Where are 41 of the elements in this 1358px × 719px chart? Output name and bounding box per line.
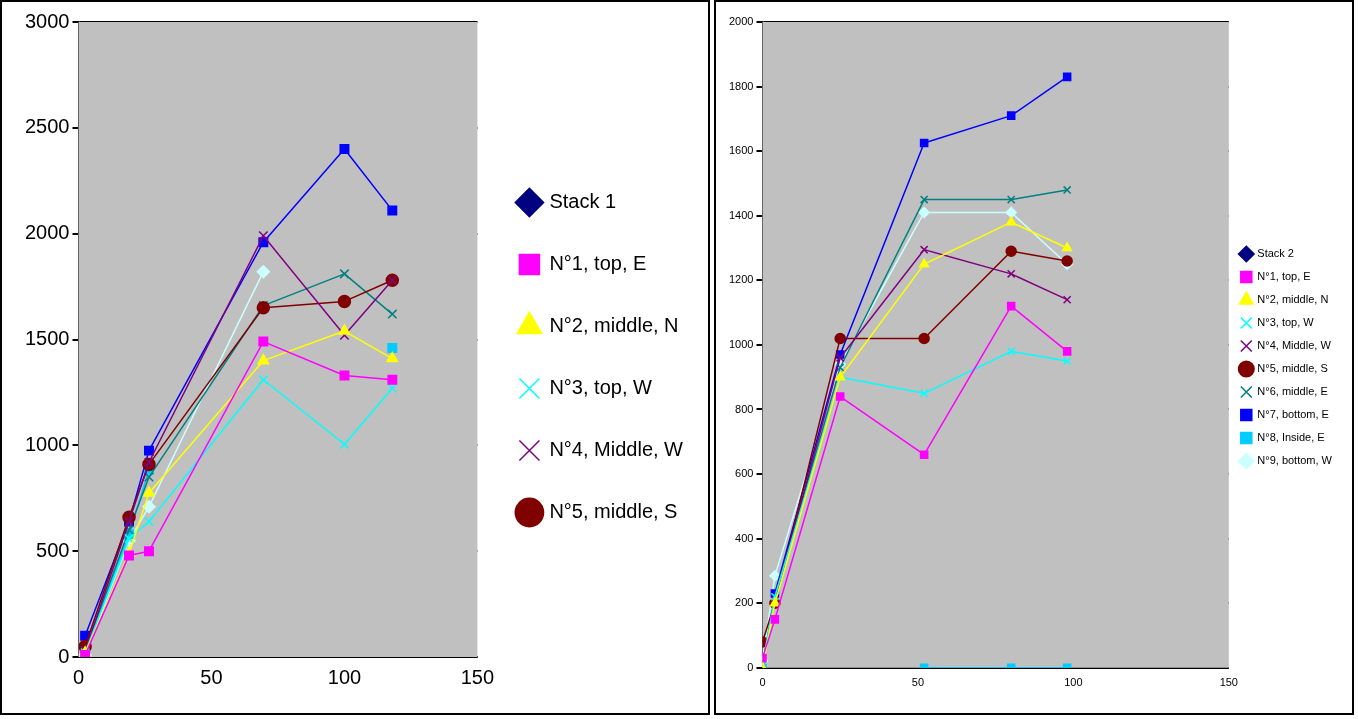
legend-label: N°5, middle, S [1257,362,1328,375]
legend-label: N°3, top, W [1257,316,1315,329]
y-tick-label: 1000 [24,432,70,455]
y-tick-label: 2000 [24,221,70,244]
x-tick-label: 150 [460,665,495,688]
legend-label: N°5, middle, S [549,500,678,523]
x-tick-label: 50 [911,676,925,689]
x-tick-label: 150 [1219,676,1238,689]
y-tick-label: 800 [735,402,754,415]
legend-label: N°3, top, W [549,376,653,399]
y-tick-label: 1500 [24,327,70,350]
y-tick-label: 500 [36,538,70,561]
y-tick-label: 600 [735,467,754,480]
x-tick-label: 100 [1064,676,1083,689]
legend-label: N°1, top, E [1257,270,1311,283]
y-tick-label: 1200 [728,273,754,286]
y-tick-label: 2500 [24,115,70,138]
legend-label: N°6, middle, E [1257,385,1328,398]
y-tick-label: 1400 [728,208,754,221]
legend-label: N°7, bottom, E [1257,408,1329,421]
legend-label: Stack 1 [549,190,617,213]
x-tick-label: 50 [200,665,223,688]
legend-label: N°4, Middle, W [1257,339,1332,352]
y-tick-label: 2000 [728,15,754,28]
legend-label: N°2, middle, N [1257,293,1329,306]
x-tick-label: 100 [327,665,362,688]
y-tick-label: 0 [58,644,70,667]
y-tick-label: 1800 [728,79,754,92]
y-tick-label: 1600 [728,144,754,157]
legend-label: Stack 2 [1257,247,1294,260]
legend-label: N°2, middle, N [549,314,679,337]
y-tick-label: 3000 [24,9,70,32]
y-tick-label: 400 [735,531,754,544]
legend-label: N°9, bottom, W [1257,454,1333,467]
legend-label: N°4, Middle, W [549,438,684,461]
x-tick-label: 0 [759,676,766,689]
legend-label: N°8, Inside, E [1257,431,1325,444]
x-tick-label: 0 [72,665,85,688]
y-tick-label: 200 [735,596,754,609]
legend-label: N°1, top, E [549,252,647,275]
y-tick-label: 1000 [728,337,754,350]
